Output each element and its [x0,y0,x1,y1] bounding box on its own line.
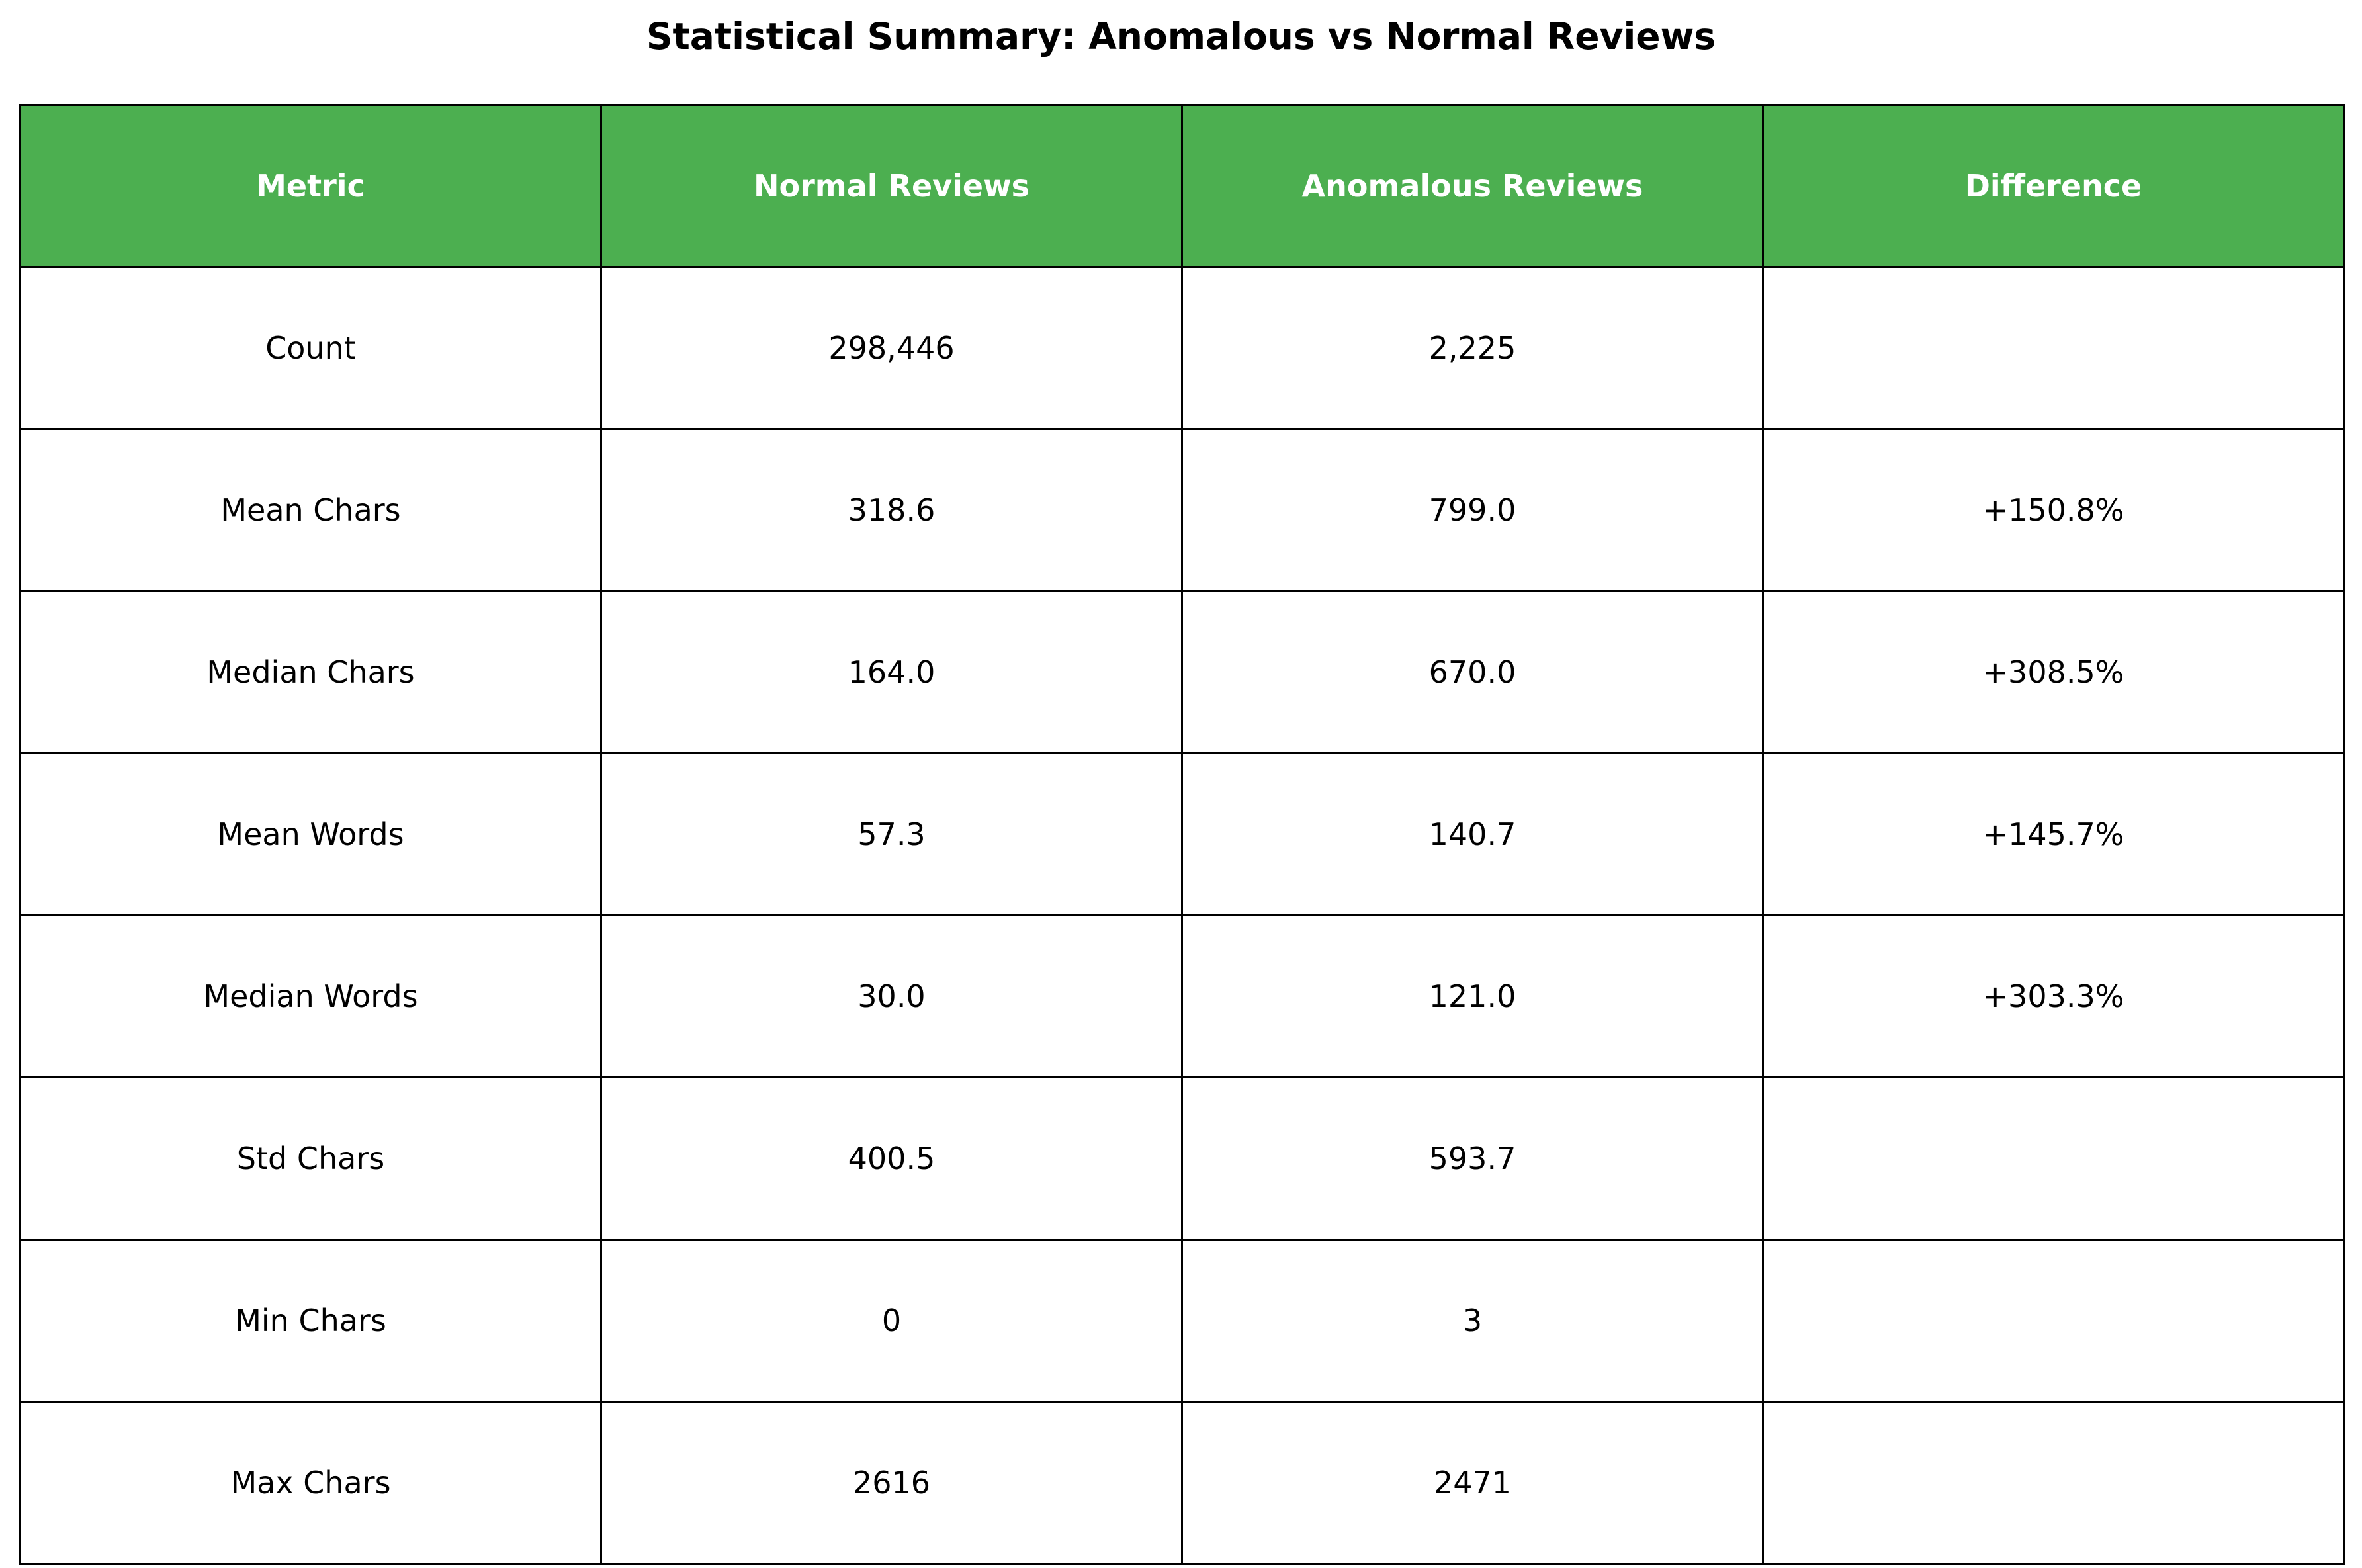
cell-difference: +150.8% [1762,428,2345,592]
cell-difference [1762,1401,2345,1565]
header-cell-metric: Metric [19,104,602,268]
cell-metric: Max Chars [19,1401,602,1565]
cell-metric: Median Chars [19,590,602,754]
cell-anomalous: 2,225 [1181,266,1764,430]
cell-metric: Mean Chars [19,428,602,592]
cell-normal: 318.6 [600,428,1183,592]
table-row: Max Chars 2616 2471 [19,1401,2345,1565]
cell-normal: 30.0 [600,914,1183,1078]
cell-metric: Std Chars [19,1076,602,1241]
cell-anomalous: 140.7 [1181,752,1764,916]
cell-normal: 298,446 [600,266,1183,430]
cell-anomalous: 593.7 [1181,1076,1764,1241]
cell-metric: Median Words [19,914,602,1078]
cell-normal: 164.0 [600,590,1183,754]
cell-difference [1762,266,2345,430]
cell-metric: Count [19,266,602,430]
chart-title: Statistical Summary: Anomalous vs Normal… [646,15,1716,58]
cell-anomalous: 799.0 [1181,428,1764,592]
cell-normal: 0 [600,1239,1183,1403]
summary-table: Metric Normal Reviews Anomalous Reviews … [19,104,2345,1565]
cell-metric: Mean Words [19,752,602,916]
cell-metric: Min Chars [19,1239,602,1403]
cell-difference: +145.7% [1762,752,2345,916]
table-row: Count 298,446 2,225 [19,266,2345,430]
header-cell-difference: Difference [1762,104,2345,268]
table-row: Std Chars 400.5 593.7 [19,1076,2345,1241]
header-cell-anomalous-reviews: Anomalous Reviews [1181,104,1764,268]
cell-normal: 57.3 [600,752,1183,916]
cell-normal: 400.5 [600,1076,1183,1241]
cell-difference: +303.3% [1762,914,2345,1078]
cell-anomalous: 2471 [1181,1401,1764,1565]
cell-difference: +308.5% [1762,590,2345,754]
table-row: Min Chars 0 3 [19,1239,2345,1403]
cell-difference [1762,1076,2345,1241]
table-row: Mean Chars 318.6 799.0 +150.8% [19,428,2345,592]
header-cell-normal-reviews: Normal Reviews [600,104,1183,268]
table-row: Median Words 30.0 121.0 +303.3% [19,914,2345,1078]
cell-difference [1762,1239,2345,1403]
cell-anomalous: 3 [1181,1239,1764,1403]
cell-anomalous: 670.0 [1181,590,1764,754]
header-row: Metric Normal Reviews Anomalous Reviews … [19,104,2345,268]
cell-normal: 2616 [600,1401,1183,1565]
table-row: Mean Words 57.3 140.7 +145.7% [19,752,2345,916]
table-row: Median Chars 164.0 670.0 +308.5% [19,590,2345,754]
cell-anomalous: 121.0 [1181,914,1764,1078]
